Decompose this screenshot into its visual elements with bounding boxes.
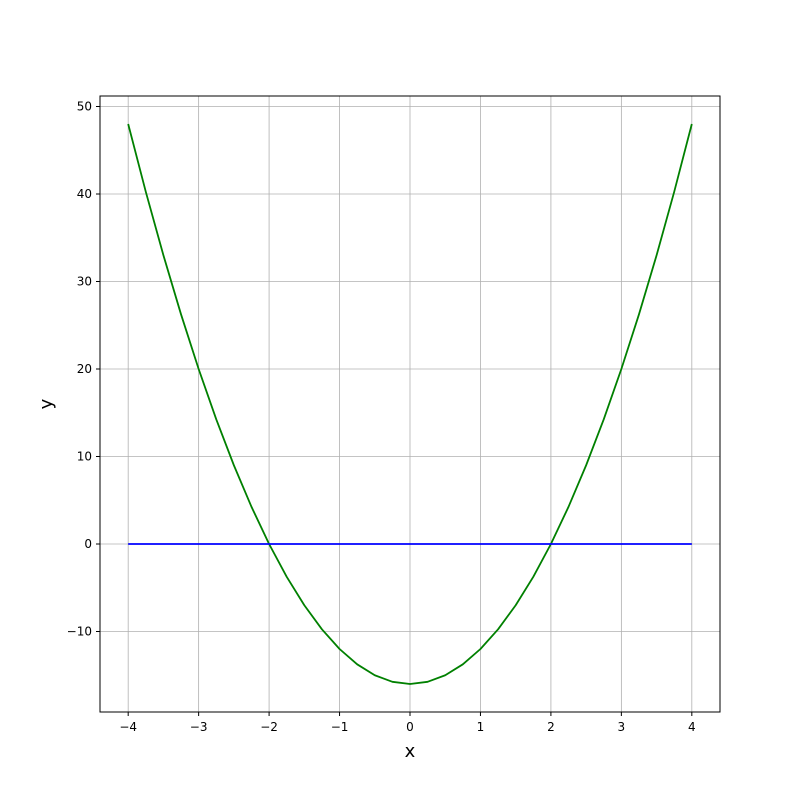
x-tick-label: −2: [260, 720, 278, 734]
x-tick-label: −4: [119, 720, 137, 734]
y-tick-label: −10: [67, 625, 92, 639]
y-axis-label: y: [36, 398, 57, 409]
x-tick-label: −3: [190, 720, 208, 734]
x-tick-label: −1: [331, 720, 349, 734]
y-tick-label: 10: [77, 450, 92, 464]
y-tick-label: 0: [84, 537, 92, 551]
y-tick-label: 40: [77, 187, 92, 201]
y-tick-label: 50: [77, 100, 92, 114]
x-tick-label: 4: [688, 720, 696, 734]
series-line-0: [127, 123, 693, 685]
x-tick-label: 0: [406, 720, 414, 734]
y-tick-label: 30: [77, 275, 92, 289]
x-tick-label: 1: [477, 720, 485, 734]
y-tick-label: 20: [77, 362, 92, 376]
x-tick-label: 3: [618, 720, 626, 734]
grid: [100, 96, 720, 712]
series-group: [127, 123, 693, 685]
x-axis-label: x: [405, 741, 416, 762]
x-tick-label: 2: [547, 720, 555, 734]
